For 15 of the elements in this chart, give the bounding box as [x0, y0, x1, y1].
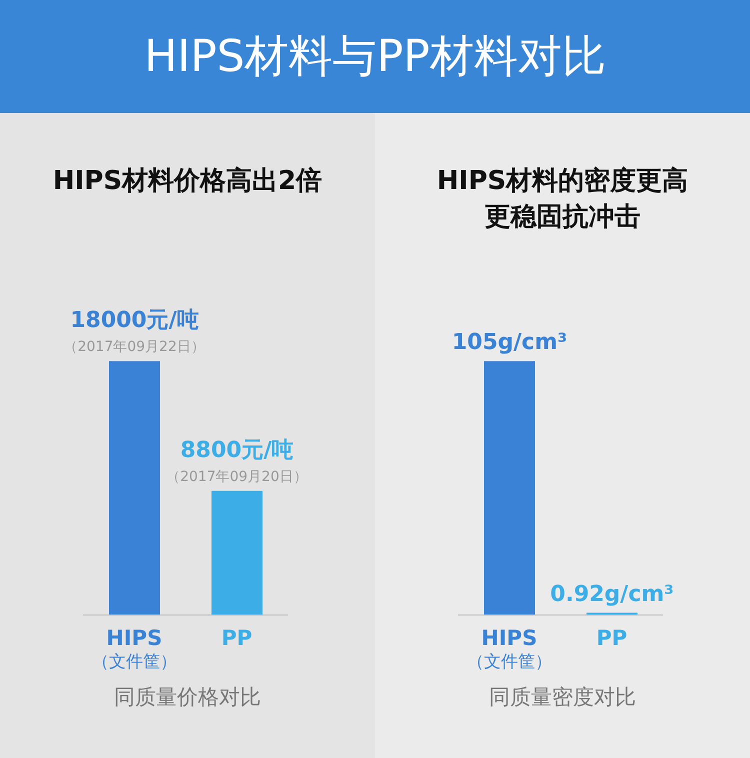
x-tick-label: PP [596, 626, 628, 650]
chart-title: HIPS材料价格高出2倍 [52, 165, 324, 198]
data-label: 18000元/吨 [70, 308, 199, 334]
text: HIPS材料与PP材料对比 [144, 30, 606, 84]
chart-title: HIPS材料的密度更高更稳固抗冲击 [436, 165, 690, 234]
annotation: （2017年09月20日） [166, 468, 308, 485]
x-tick-label: HIPS（文件筐） [92, 626, 177, 672]
x-tick-label: HIPS（文件筐） [466, 626, 552, 672]
x-axis-title: 同质量密度对比 [488, 684, 637, 711]
data-label: 105g/cm³ [452, 330, 568, 356]
data-label: 0.92g/cm³ [550, 582, 674, 607]
x-axis-title: 同质量价格对比 [113, 684, 262, 711]
x-tick-label: PP [221, 626, 252, 650]
annotation: （2017年09月22日） [64, 339, 205, 356]
data-label: 8800元/吨 [180, 438, 294, 463]
